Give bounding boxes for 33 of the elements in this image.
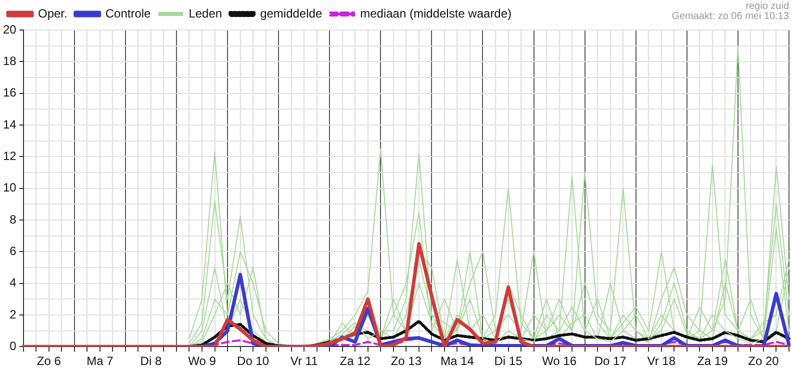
x-tick-label: Za 12 — [340, 354, 371, 368]
legend-label: gemiddelde — [260, 6, 322, 20]
x-tick-label: Di 8 — [140, 354, 162, 368]
y-tick-label: 8 — [10, 212, 17, 226]
x-tick-label: Zo 20 — [748, 354, 780, 368]
y-tick-label: 0 — [10, 338, 17, 353]
x-tick-label: Zo 6 — [36, 354, 62, 368]
legend-label: mediaan (middelste waarde) — [360, 6, 512, 20]
y-tick-label: 18 — [2, 54, 17, 68]
x-tick-label: Vr 18 — [647, 354, 676, 368]
x-tick-label: Za 19 — [697, 354, 728, 368]
x-tick-label: Do 10 — [237, 354, 270, 368]
x-tick-label: Vr 11 — [290, 354, 318, 368]
legend-label: Controle — [105, 6, 152, 20]
x-tick-label: Ma 7 — [86, 354, 114, 368]
x-tick-label: Di 15 — [494, 354, 523, 368]
y-tick-label: 6 — [10, 244, 17, 258]
y-tick-label: 10 — [2, 180, 17, 195]
x-tick-label: Wo 9 — [188, 354, 216, 368]
y-tick-label: 20 — [2, 22, 17, 36]
x-tick-label: Wo 16 — [542, 354, 577, 368]
text: Gemaakt: zo 06 mei 10:13 — [672, 10, 790, 22]
text: regio zuid — [746, 0, 789, 12]
y-tick-label: 2 — [10, 307, 17, 322]
y-tick-label: 4 — [10, 276, 17, 290]
legend-label: Leden — [188, 6, 222, 20]
y-tick-label: 16 — [2, 86, 17, 100]
x-tick-label: Do 17 — [594, 354, 627, 368]
x-tick-label: Zo 13 — [390, 354, 422, 368]
x-tick-label: Ma 14 — [440, 354, 474, 368]
legend-label: Oper. — [38, 6, 68, 20]
y-tick-label: 14 — [2, 117, 17, 132]
y-tick-label: 12 — [2, 148, 17, 163]
